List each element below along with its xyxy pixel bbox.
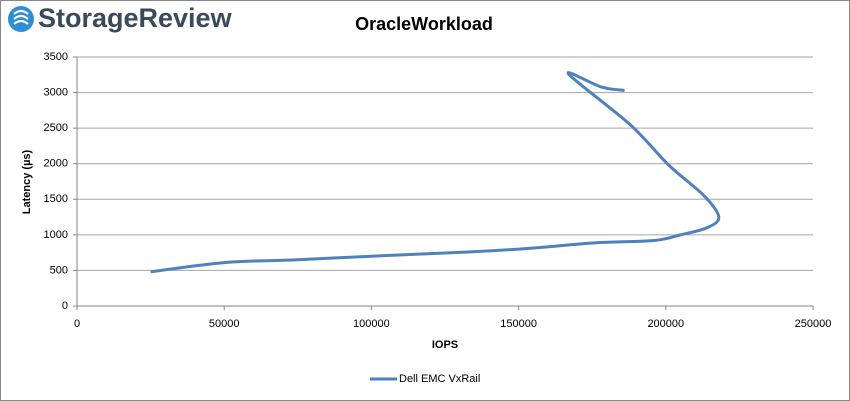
logo-icon-detail — [13, 9, 29, 25]
x-tick-label: 250000 — [795, 318, 832, 330]
brand-name: StorageReview — [38, 3, 233, 33]
x-tick-label: 50000 — [209, 318, 240, 330]
y-tick-label: 3000 — [44, 86, 68, 98]
y-tick-label: 1500 — [44, 193, 68, 205]
y-tick-label: 2500 — [44, 122, 68, 134]
x-tick-label: 200000 — [647, 318, 684, 330]
x-tick-label: 100000 — [353, 318, 390, 330]
y-tick-label: 0 — [62, 300, 68, 312]
y-axis-title: Latency (µs) — [21, 149, 33, 214]
x-axis-title: IOPS — [432, 339, 458, 351]
chart-title: OracleWorkload — [355, 14, 493, 34]
series-line — [150, 71, 721, 274]
x-tick-label: 150000 — [500, 318, 537, 330]
logo: StorageReview — [8, 3, 233, 33]
legend-label: Dell EMC VxRail — [399, 373, 480, 385]
y-tick-label: 2000 — [44, 158, 68, 170]
y-tick-label: 1000 — [44, 229, 68, 241]
y-tick-label: 3500 — [44, 51, 68, 63]
y-tick-label: 500 — [50, 264, 68, 276]
x-tick-label: 0 — [74, 318, 80, 330]
